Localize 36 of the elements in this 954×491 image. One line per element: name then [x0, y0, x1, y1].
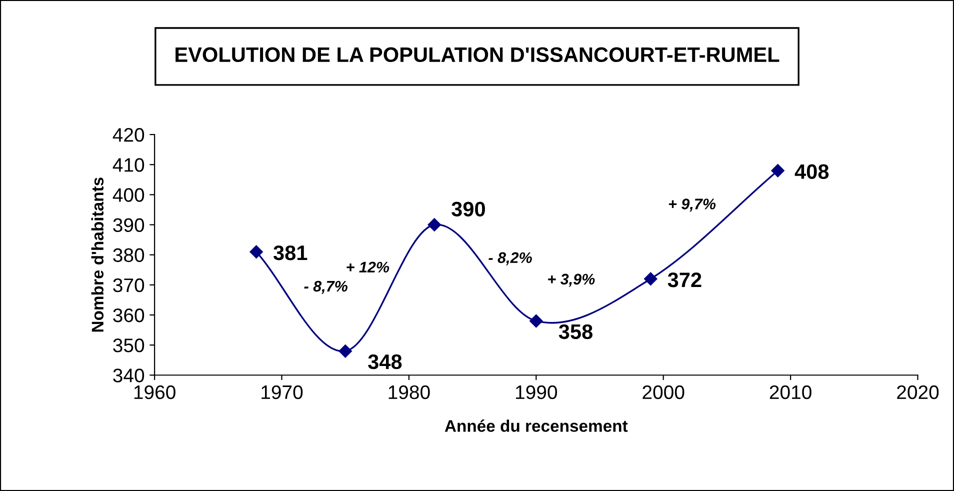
annotation: - 8,7%: [304, 280, 348, 294]
point: [428, 218, 441, 232]
x-tick-label: 2000: [642, 385, 684, 400]
x-tick-label: 2010: [770, 385, 812, 400]
y-tick-label: 390: [113, 218, 144, 232]
y-tick-label: 410: [112, 158, 144, 172]
annotation: + 9,7%: [668, 198, 716, 212]
y-axis-title: Nombre d'habitants: [91, 178, 104, 332]
y-tick-label: 420: [112, 128, 144, 142]
annotation: + 3,9%: [548, 274, 595, 287]
data-label: 358: [558, 324, 592, 340]
y-tick-label: 370: [113, 278, 144, 292]
point: [644, 272, 658, 286]
point: [530, 314, 543, 328]
x-tick-label: 2020: [897, 385, 939, 400]
annotation: - 8,2%: [488, 252, 532, 266]
annotation: + 12%: [346, 262, 390, 273]
data-label: 372: [668, 272, 702, 288]
chart-title: EVOLUTION DE LA POPULATION D'ISSANCOURT-ET-RUMEL: [176, 47, 780, 62]
x-tick-label: 1980: [388, 385, 430, 400]
point: [250, 245, 263, 258]
point: [771, 164, 784, 178]
point: [338, 344, 352, 358]
y-tick-label: 400: [112, 188, 144, 202]
data-label: 381: [273, 245, 308, 260]
data-label: 390: [452, 202, 485, 216]
y-tick-label: 340: [113, 368, 144, 382]
y-tick-label: 350: [113, 338, 144, 352]
x-tick-label: 1970: [262, 385, 303, 400]
data-label: 408: [794, 164, 829, 179]
y-tick-label: 360: [113, 308, 144, 322]
x-tick-label: 1960: [134, 385, 176, 400]
x-tick-label: 1990: [516, 385, 558, 400]
data-label: 348: [368, 354, 402, 370]
y-tick-label: 380: [113, 248, 144, 262]
x-axis-title: Année du recensement: [444, 419, 628, 432]
